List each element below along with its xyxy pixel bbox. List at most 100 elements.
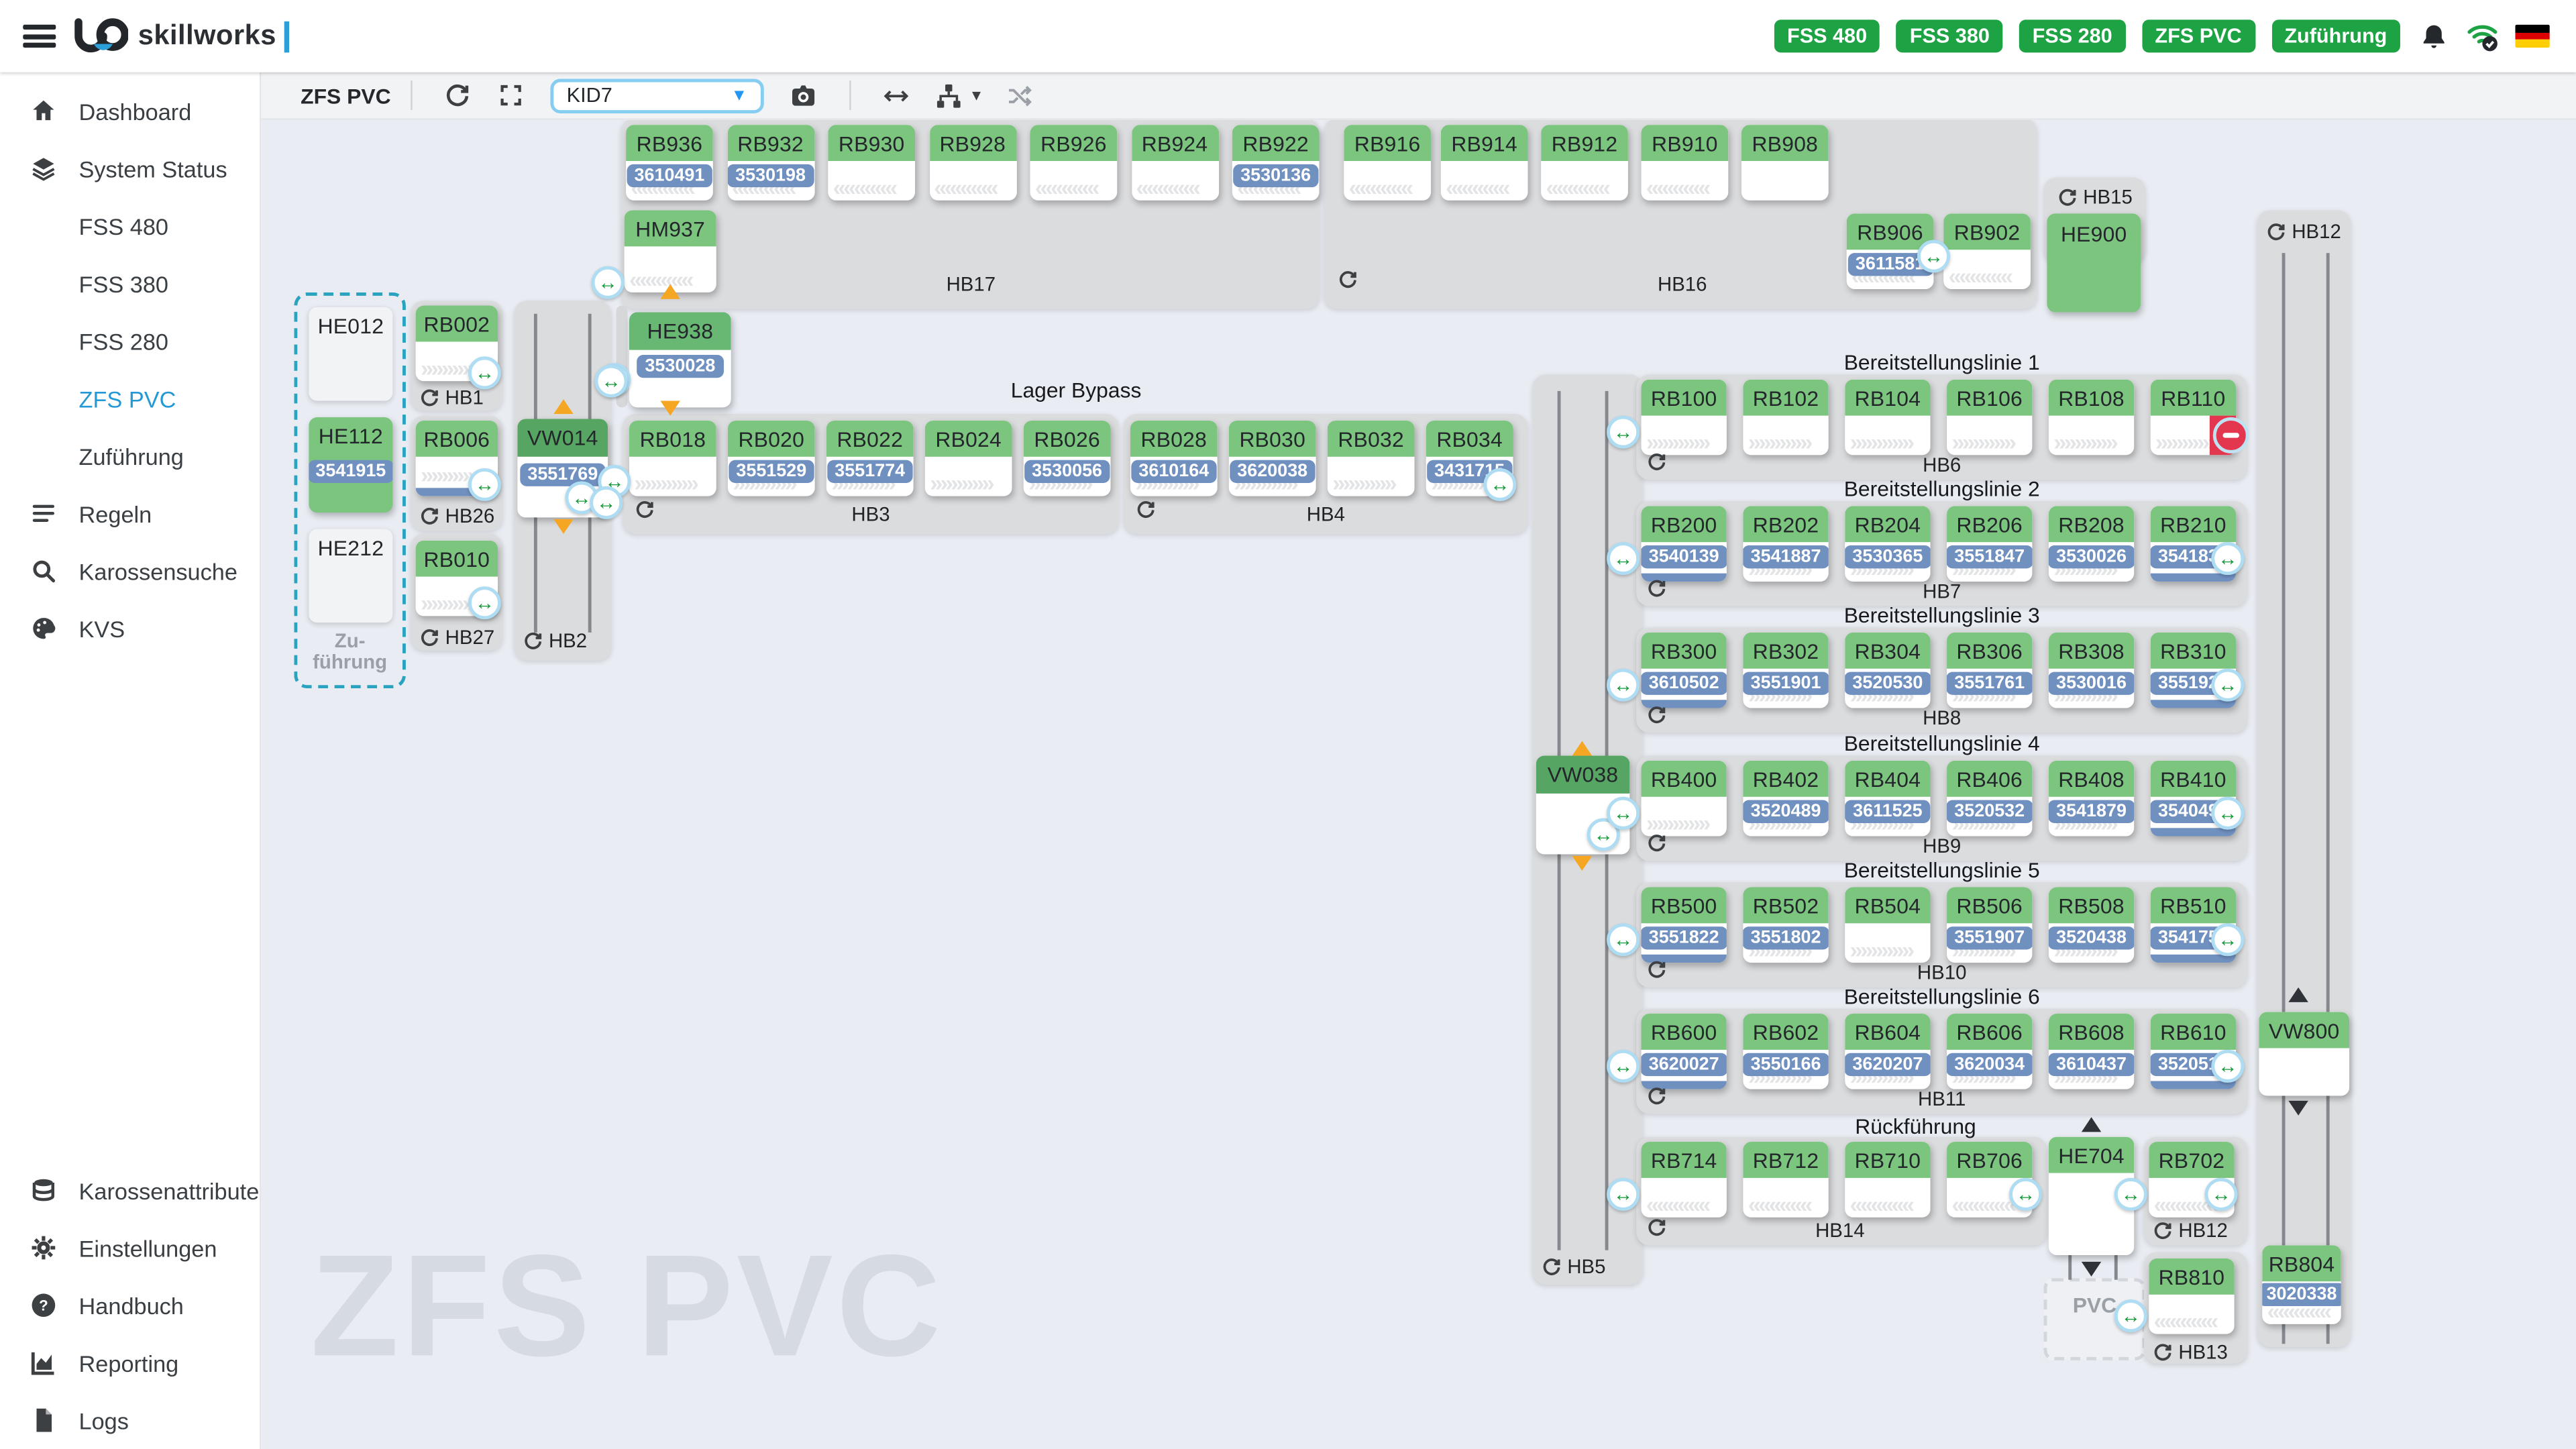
refresh-icon[interactable] [523, 630, 544, 651]
block-rb308[interactable]: RB308 3530016 ›››››››››››› [2048, 632, 2135, 708]
connector-icon[interactable]: ↔ [468, 356, 501, 390]
connector-icon[interactable]: ↔ [594, 364, 628, 398]
camera-button[interactable] [788, 80, 818, 110]
block-rb932[interactable]: RB932 3530198 ‹‹‹‹‹‹‹‹‹‹‹‹ [727, 125, 814, 201]
block-rb304[interactable]: RB304 3520530 ›››››››››››› [1845, 632, 1931, 708]
block-he212[interactable]: HE212 [309, 529, 393, 623]
block-rb022[interactable]: RB022 3551774 ›››››››››››› [826, 420, 914, 496]
wifi-check-icon[interactable] [2466, 19, 2499, 52]
sidebar-item-zfs-pvc[interactable]: ZFS PVC [0, 370, 260, 427]
refresh-icon[interactable] [419, 627, 440, 648]
fullscreen-button[interactable] [496, 80, 525, 110]
sidebar-item-fss-480[interactable]: FSS 480 [0, 197, 260, 255]
block-rb606[interactable]: RB606 3620034 ›››››››››››› [1947, 1014, 2033, 1089]
connector-icon[interactable]: ↔ [468, 468, 501, 501]
block-rb406[interactable]: RB406 3520532 ›››››››››››› [1947, 760, 2033, 837]
connector-icon[interactable]: ↔ [1607, 923, 1640, 957]
refresh-icon[interactable] [2057, 186, 2078, 208]
refresh-icon[interactable] [2265, 221, 2287, 242]
refresh-icon[interactable] [419, 387, 440, 409]
status-badge-zuführung[interactable]: Zuführung [2271, 19, 2400, 53]
block-rb026[interactable]: RB026 3530056 ›››››››››››› [1023, 420, 1111, 496]
connector-icon[interactable]: ↔ [468, 586, 501, 620]
shuffle-button[interactable] [1005, 80, 1034, 110]
block-rb608[interactable]: RB608 3610437 ›››››››››››› [2048, 1014, 2135, 1089]
refresh-icon[interactable] [1646, 578, 1668, 600]
refresh-icon[interactable] [1646, 959, 1668, 981]
block-rb804[interactable]: RB804 3020338 ‹‹‹‹‹‹‹‹‹‹‹‹ [2262, 1245, 2341, 1324]
block-rb208[interactable]: RB208 3530026 ›››››››››››› [2048, 506, 2135, 582]
connector-icon[interactable]: ↔ [2211, 1049, 2245, 1083]
block-he112[interactable]: HE112 3541915 [309, 417, 393, 513]
horizontal-arrows-button[interactable] [882, 80, 912, 110]
connector-icon[interactable]: ↔ [590, 486, 623, 519]
block-rb926[interactable]: RB926 ‹‹‹‹‹‹‹‹‹‹‹‹ [1030, 125, 1118, 201]
connector-icon[interactable]: ↔ [591, 266, 625, 299]
sidebar-item-karossensuche[interactable]: Karossensuche [0, 542, 260, 600]
block-rb024[interactable]: RB024 ›››››››››››› [924, 420, 1012, 496]
status-badge-fss-480[interactable]: FSS 480 [1774, 19, 1880, 53]
connector-icon[interactable]: ↔ [2009, 1177, 2043, 1211]
connector-icon[interactable]: ↔ [1607, 542, 1640, 576]
connector-icon[interactable]: ↔ [1587, 818, 1620, 851]
block-rb102[interactable]: RB102 ›››››››››››› [1743, 379, 1829, 455]
block-rb502[interactable]: RB502 3551802 ›››››››››››› [1743, 887, 1829, 963]
connector-icon[interactable]: ↔ [2114, 1299, 2147, 1333]
block-rb906[interactable]: RB906 3611581 ‹‹‹‹‹‹‹‹‹‹‹‹ [1846, 213, 1934, 290]
connector-icon[interactable]: ↔ [1917, 239, 1950, 273]
sidebar-item-handbuch[interactable]: ? Handbuch [0, 1277, 260, 1334]
block-rb506[interactable]: RB506 3551907 ›››››››››››› [1947, 887, 2033, 963]
block-rb100[interactable]: RB100 ›››››››››››› [1641, 379, 1727, 455]
block-rb910[interactable]: RB910 ‹‹‹‹‹‹‹‹‹‹‹‹ [1641, 125, 1729, 201]
block-rb924[interactable]: RB924 ‹‹‹‹‹‹‹‹‹‹‹‹ [1131, 125, 1218, 201]
refresh-icon[interactable] [1646, 1086, 1668, 1108]
block-rb302[interactable]: RB302 3551901 ›››››››››››› [1743, 632, 1829, 708]
refresh-icon[interactable] [1337, 270, 1358, 291]
block-rb922[interactable]: RB922 3530136 ‹‹‹‹‹‹‹‹‹‹‹‹ [1232, 125, 1320, 201]
block-rb206[interactable]: RB206 3551847 ›››››››››››› [1947, 506, 2033, 582]
connector-icon[interactable]: ↔ [2114, 1177, 2147, 1211]
sidebar-item-logs[interactable]: Logs [0, 1391, 260, 1449]
block-vw014[interactable]: VW014 3551769 [517, 419, 608, 518]
block-rb936[interactable]: RB936 3610491 ‹‹‹‹‹‹‹‹‹‹‹‹ [626, 125, 713, 201]
block-rb714[interactable]: RB714 ‹‹‹‹‹‹‹‹‹‹‹‹ [1641, 1142, 1727, 1218]
block-he938[interactable]: HE938 3530028 [629, 312, 731, 408]
sidebar-item-system-status[interactable]: System Status [0, 140, 260, 197]
refresh-icon[interactable] [2152, 1342, 2174, 1363]
connector-icon[interactable]: ↔ [1607, 1049, 1640, 1083]
refresh-button[interactable] [443, 80, 473, 110]
chevron-down-icon[interactable]: ▼ [969, 87, 984, 104]
block-rb602[interactable]: RB602 3550166 ›››››››››››› [1743, 1014, 1829, 1089]
status-badge-zfs-pvc[interactable]: ZFS PVC [2141, 19, 2255, 53]
sidebar-item-kvs[interactable]: KVS [0, 600, 260, 657]
kid-select[interactable]: KID7 ▼ [550, 78, 764, 113]
block-he900[interactable]: HE900 [2047, 213, 2141, 313]
block-rb010[interactable]: RB010 ›››››››››››› [415, 540, 498, 616]
block-rb202[interactable]: RB202 3541887 ›››››››››››› [1743, 506, 1829, 582]
block-hm937[interactable]: HM937 ‹‹‹‹‹‹‹‹‹‹‹‹ [624, 210, 716, 292]
connector-icon[interactable]: ↔ [1483, 468, 1517, 501]
refresh-icon[interactable] [419, 505, 440, 527]
bell-icon[interactable] [2416, 19, 2449, 52]
sidebar-item-dashboard[interactable]: Dashboard [0, 82, 260, 140]
block-rb912[interactable]: RB912 ‹‹‹‹‹‹‹‹‹‹‹‹ [1541, 125, 1628, 201]
sidebar-item-fss-380[interactable]: FSS 380 [0, 255, 260, 313]
sidebar-item-karossenattribute[interactable]: Karossenattribute [0, 1161, 260, 1219]
block-he704[interactable]: HE704 [2048, 1136, 2135, 1256]
block-rb404[interactable]: RB404 3611525 ›››››››››››› [1845, 760, 1931, 837]
block-he012[interactable]: HE012 [309, 307, 393, 401]
block-rb204[interactable]: RB204 3530365 ›››››››››››› [1845, 506, 1931, 582]
block-rb928[interactable]: RB928 ‹‹‹‹‹‹‹‹‹‹‹‹ [928, 125, 1016, 201]
block-rb810[interactable]: RB810 ‹‹‹‹‹‹‹‹‹‹‹‹ [2149, 1258, 2235, 1334]
block-rb930[interactable]: RB930 ‹‹‹‹‹‹‹‹‹‹‹‹ [828, 125, 916, 201]
block-rb400[interactable]: RB400 ›››››››››››› [1641, 760, 1727, 837]
block-rb306[interactable]: RB306 3551761 ›››››››››››› [1947, 632, 2033, 708]
connector-icon[interactable]: ↔ [2204, 1177, 2238, 1211]
block-rb408[interactable]: RB408 3541879 ›››››››››››› [2048, 760, 2135, 837]
block-vw800[interactable]: VW800 [2259, 1012, 2350, 1096]
block-rb504[interactable]: RB504 ›››››››››››› [1845, 887, 1931, 963]
